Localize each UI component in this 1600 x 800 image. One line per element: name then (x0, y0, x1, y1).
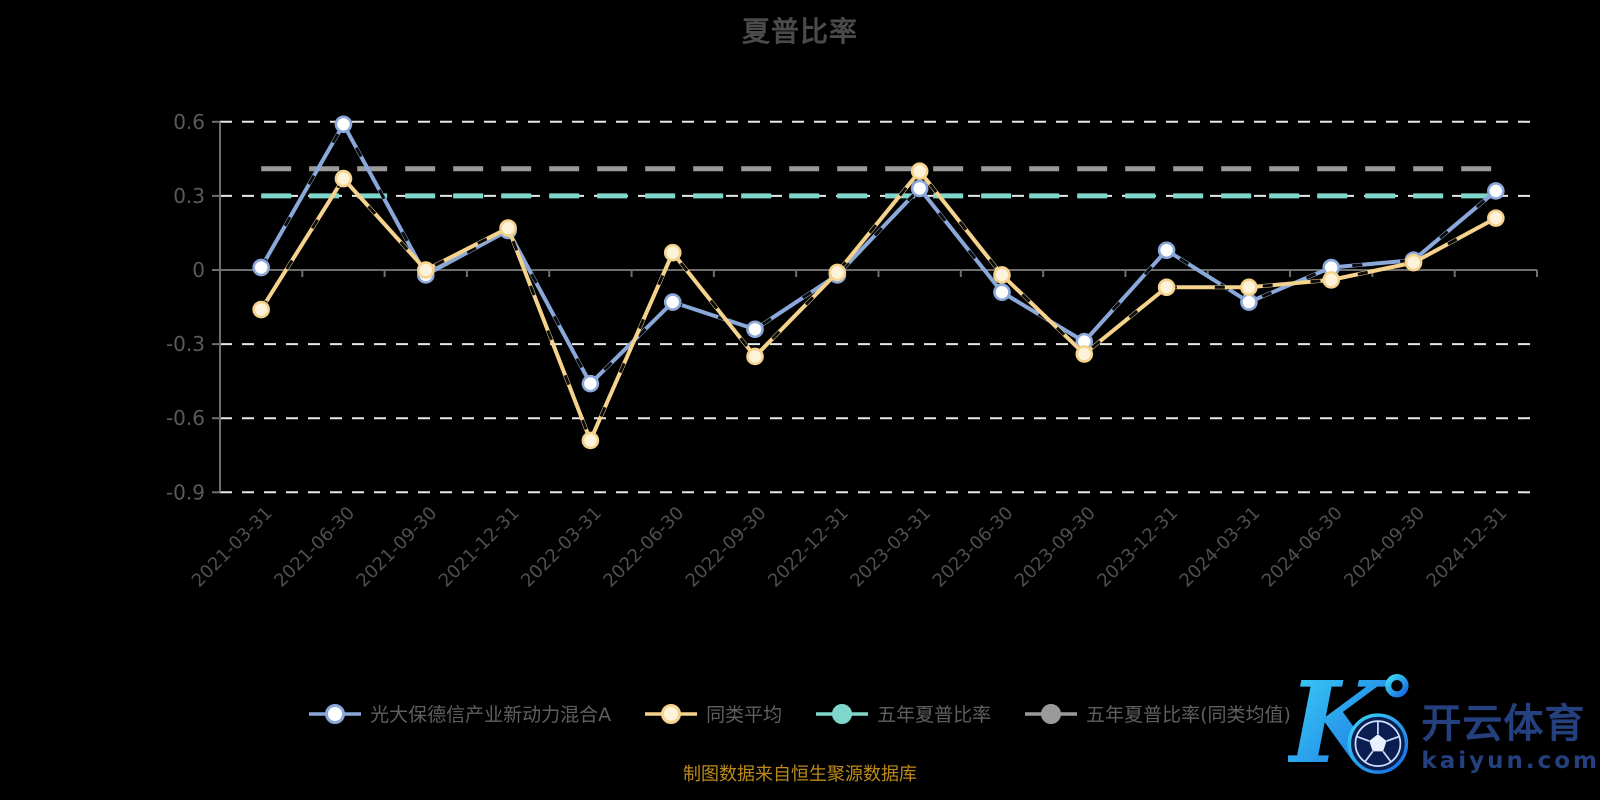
x-axis-label: 2024-09-30 (1340, 503, 1429, 592)
data-point-marker (1240, 293, 1258, 311)
data-point-marker (746, 347, 764, 366)
data-point-marker (252, 300, 270, 319)
x-axis-label: 2021-09-30 (352, 503, 441, 592)
y-axis-label: 0.6 (173, 110, 205, 134)
data-point-marker (1487, 182, 1505, 200)
data-point-marker (993, 283, 1011, 302)
data-point-marker (499, 219, 517, 237)
data-point-marker (416, 261, 435, 279)
x-axis-label: 2023-06-30 (929, 503, 1018, 592)
legend-item-1[interactable]: 同类平均 (645, 700, 782, 727)
legend-item-0[interactable]: 光大保德信产业新动力混合A (309, 700, 611, 727)
x-axis-label: 2022-03-31 (517, 503, 606, 592)
series-line-1 (259, 169, 1498, 443)
data-point-marker (1157, 241, 1176, 260)
x-axis-label: 2022-12-31 (764, 503, 853, 592)
legend-label: 五年夏普比率(同类均值) (1086, 704, 1291, 726)
kaiyun-watermark: K 开云体育 kaiyun.com (1288, 652, 1600, 800)
legend-item-2[interactable]: 五年夏普比率 (816, 700, 991, 727)
watermark-domain-text: kaiyun.com (1421, 748, 1600, 774)
data-point-marker (910, 162, 929, 180)
x-axis-label: 2021-03-31 (188, 503, 277, 592)
x-axis-label: 2024-06-30 (1258, 503, 1347, 592)
x-axis-label: 2023-03-31 (846, 503, 935, 592)
data-point-marker (663, 293, 682, 311)
data-point-marker (993, 266, 1011, 284)
y-axis-label: 0 (192, 258, 205, 282)
y-axis-label: 0.3 (173, 184, 205, 208)
x-axis-label: 2022-06-30 (599, 503, 688, 592)
y-axis-label: -0.3 (166, 332, 205, 356)
y-axis-label: -0.9 (166, 480, 205, 504)
data-point-marker (581, 374, 600, 393)
x-axis-label: 2024-12-31 (1423, 503, 1512, 592)
legend-marker-icon (1025, 703, 1078, 724)
x-axis-label: 2024-03-31 (1176, 503, 1265, 592)
data-source-note: 制图数据来自恒生聚源数据库 (683, 764, 917, 785)
chart-title: 夏普比率 (741, 15, 858, 48)
data-point-marker (1404, 253, 1423, 272)
data-point-marker (910, 179, 929, 198)
x-axis-label: 2023-09-30 (1011, 503, 1100, 592)
data-point-marker (1240, 278, 1258, 297)
legend-label: 同类平均 (706, 704, 783, 726)
legend-label: 光大保德信产业新动力混合A (370, 704, 612, 726)
data-point-marker (1157, 278, 1176, 297)
y-axis-label: -0.6 (166, 406, 205, 430)
data-point-marker (252, 258, 270, 277)
legend-item-3[interactable]: 五年夏普比率(同类均值) (1025, 700, 1291, 727)
data-point-marker (828, 263, 847, 282)
series-line-dash-overlay (259, 121, 1497, 387)
chart-legend: 光大保德信产业新动力混合A 同类平均 五年夏普比率 五年夏普比率(同类均值) (0, 700, 1600, 727)
data-point-marker (581, 431, 600, 450)
series-line-dash-overlay (259, 168, 1497, 445)
watermark-brand-text: 开云体育 (1421, 701, 1586, 747)
data-point-marker (1487, 209, 1505, 227)
data-point-marker (334, 115, 353, 134)
data-point-marker (1075, 345, 1094, 363)
legend-marker-icon (816, 703, 869, 724)
x-axis-label: 2021-12-31 (435, 503, 524, 592)
legend-label: 五年夏普比率 (877, 704, 992, 726)
data-point-marker (334, 169, 353, 188)
sharpe-ratio-line-chart: 0.60.30-0.3-0.6-0.92021-03-312021-06-302… (166, 110, 1538, 592)
legend-marker-icon (309, 703, 362, 724)
x-axis-label: 2021-06-30 (270, 503, 359, 592)
data-point-marker (663, 243, 682, 262)
legend-marker-icon (645, 703, 698, 724)
kaiyun-logo-icon: K (1288, 656, 1409, 789)
x-axis-label: 2023-12-31 (1093, 503, 1182, 592)
x-axis-label: 2022-09-30 (682, 503, 771, 592)
data-point-marker (746, 320, 764, 339)
data-point-marker (1322, 271, 1341, 289)
